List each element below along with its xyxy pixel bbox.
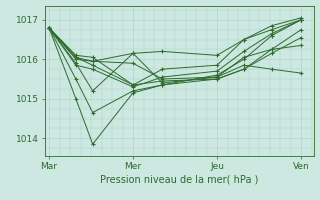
X-axis label: Pression niveau de la mer( hPa ): Pression niveau de la mer( hPa ) [100, 175, 258, 185]
